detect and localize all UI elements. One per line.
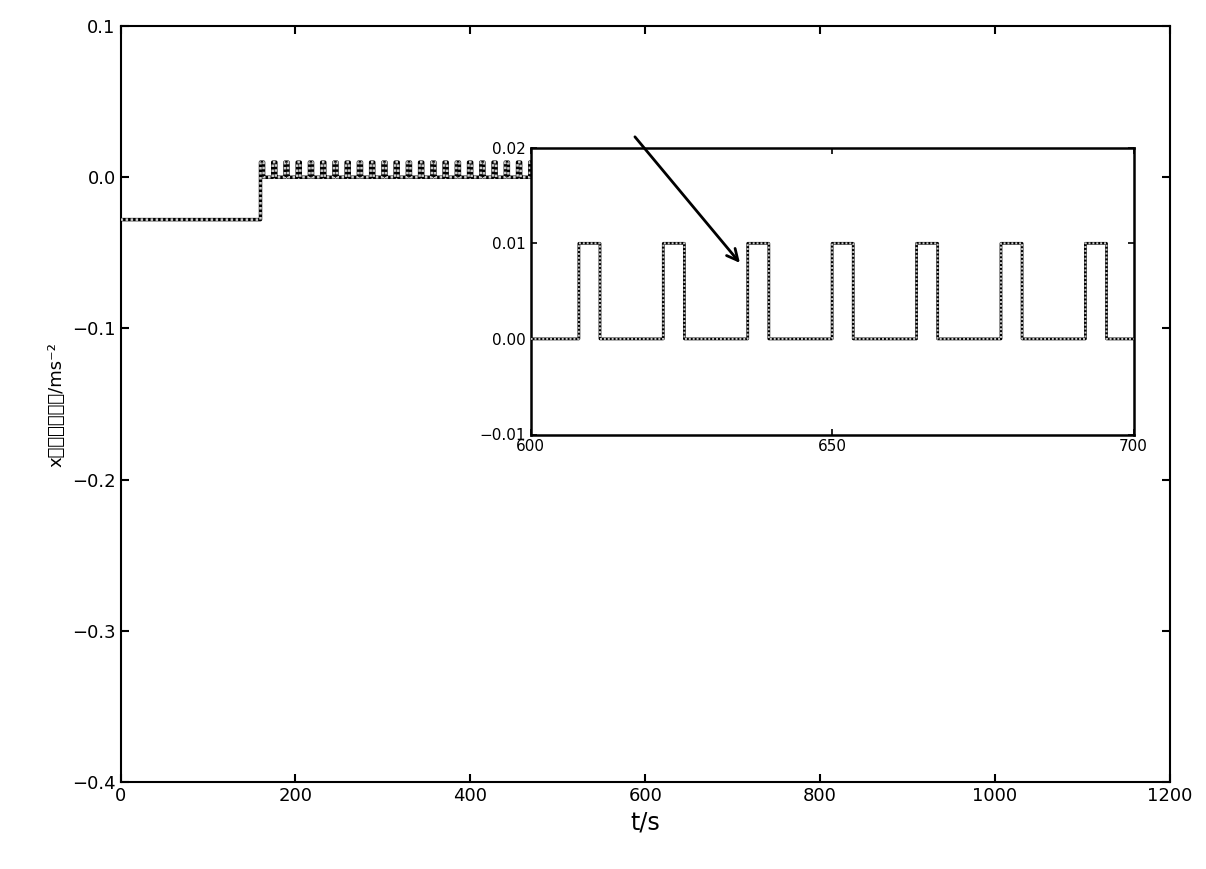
X-axis label: t/s: t/s [631, 811, 660, 834]
Y-axis label: x轴方向加速度/ms⁻²: x轴方向加速度/ms⁻² [47, 342, 65, 467]
